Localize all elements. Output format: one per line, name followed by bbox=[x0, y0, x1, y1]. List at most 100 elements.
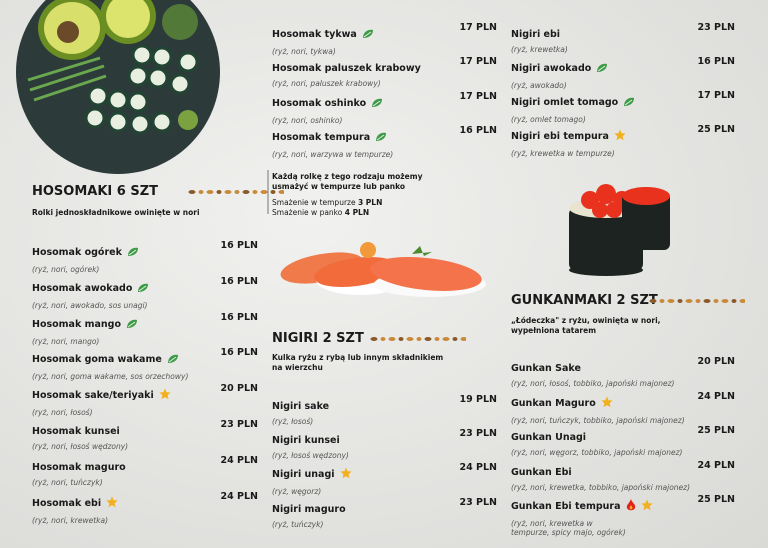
star-icon bbox=[601, 393, 613, 412]
menu-item: Nigiri omlet tomago 17 PLN (ryż, omlet tom… bbox=[511, 90, 735, 124]
section-title: HOSOMAKI 6 SZT bbox=[32, 184, 159, 199]
menu-item: Hosomak awokado 16 PLN (ryż, nori, awokado… bbox=[32, 276, 258, 310]
decoration bbox=[649, 299, 745, 303]
item-name: Gunkan Unagi bbox=[511, 432, 587, 444]
item-description: (ryż, krewetka w tempurze) bbox=[511, 149, 615, 158]
section-subtitle: Rolki jednoskładnikowe owinięte w nori bbox=[32, 208, 200, 217]
section-subtitle: Kulka ryżu z rybą lub innym składnikiem … bbox=[272, 353, 444, 372]
item-name: Nigiri ebi bbox=[511, 29, 561, 40]
item-description: (ryż, nori, tuńczyk) bbox=[32, 477, 103, 487]
item-name: Gunkan Sake bbox=[511, 363, 581, 374]
item-price: 24 PLN bbox=[220, 454, 259, 466]
flame-icon bbox=[626, 496, 636, 515]
item-name: Nigiri maguro bbox=[272, 503, 346, 515]
menu-item: Gunkan Ebi 24 PLN (ryż, nori, krewetka, to… bbox=[511, 460, 735, 492]
item-price: 16 PLN bbox=[220, 240, 259, 251]
item-price: 25 PLN bbox=[697, 425, 736, 437]
leaf-icon bbox=[623, 92, 635, 111]
item-name: Hosomak oshinko bbox=[272, 97, 367, 109]
menu-item: Hosomak tykwa 17 PLN (ryż, nori, tykwa) bbox=[272, 22, 497, 56]
item-price: 23 PLN bbox=[220, 419, 259, 430]
menu-item: Nigiri awokado 16 PLN (ryż, awokado) bbox=[511, 56, 735, 90]
item-name: Hosomak ogórek bbox=[32, 247, 122, 258]
star-icon bbox=[614, 126, 626, 145]
star-icon bbox=[339, 464, 352, 483]
menu-item: Nigiri unagi 24 PLN (ryż, węgorz) bbox=[272, 462, 497, 496]
item-description: (ryż, nori, krewetka) bbox=[32, 515, 109, 525]
item-description: (ryż, nori, paluszek krabowy) bbox=[272, 79, 381, 89]
menu-item: Nigiri sake 19 PLN (ryż, łosoś) bbox=[272, 394, 497, 426]
item-name: Nigiri omlet tomago bbox=[511, 97, 619, 108]
item-description: (ryż, nori, awokado, sos unagi) bbox=[32, 300, 148, 310]
item-name: Nigiri ebi tempura bbox=[511, 131, 609, 142]
item-name: Hosomak ebi bbox=[32, 497, 102, 509]
item-description: (ryż, nori, ogórek) bbox=[32, 265, 100, 274]
decoration bbox=[188, 190, 284, 194]
item-price: 16 PLN bbox=[220, 311, 259, 323]
item-description: (ryż, nori, warzywa w tempurze) bbox=[272, 150, 394, 160]
item-price: 20 PLN bbox=[697, 356, 736, 367]
leaf-icon bbox=[371, 93, 383, 112]
item-name: Hosomak kunsei bbox=[32, 426, 120, 437]
menu-item: Gunkan Sake 20 PLN (ryż, nori, łosoś, tobb… bbox=[511, 356, 735, 388]
leaf-icon bbox=[375, 127, 387, 146]
item-description: (ryż, nori, węgorz, tobbiko, japoński ma… bbox=[511, 448, 683, 458]
item-name: Gunkan Ebi tempura bbox=[511, 501, 621, 513]
item-name: Hosomak tempura bbox=[272, 132, 371, 144]
menu-item: Nigiri ebi tempura 25 PLN (ryż, krewetka w… bbox=[511, 124, 735, 158]
item-description: (ryż, nori, tuńczyk, tobbiko, japoński m… bbox=[511, 415, 685, 425]
item-description: (ryż, nori, krewetka w tempurze, spicy m… bbox=[511, 519, 626, 538]
item-description: (ryż, nori, krewetka, tobbiko, japoński … bbox=[511, 482, 691, 492]
star-icon bbox=[159, 385, 171, 404]
menu-item: Hosomak ebi 24 PLN (ryż, nori, krewetka) bbox=[32, 491, 258, 525]
item-name: Nigiri awokado bbox=[511, 63, 592, 74]
item-name: Hosomak goma wakame bbox=[32, 354, 162, 366]
menu-item: Nigiri ebi 23 PLN (ryż, krewetka) bbox=[511, 22, 735, 54]
item-price: 25 PLN bbox=[697, 124, 736, 135]
menu-item: Hosomak sake/teriyaki 20 PLN (ryż, nori, ł… bbox=[32, 383, 258, 417]
menu-item: Hosomak mango 16 PLN (ryż, nori, mango) bbox=[32, 312, 258, 346]
item-description: (ryż, łosoś) bbox=[272, 417, 314, 426]
menu-item: Hosomak kunsei 23 PLN (ryż, nori, łosoś wę… bbox=[32, 419, 258, 451]
item-description: (ryż, łosoś wędzony) bbox=[272, 451, 349, 461]
item-price: 17 PLN bbox=[459, 22, 498, 33]
item-description: (ryż, nori, goma wakame, sos orzechowy) bbox=[32, 372, 189, 382]
menu-item: Hosomak tempura 16 PLN (ryż, nori, warzywa… bbox=[272, 125, 497, 159]
item-price: 24 PLN bbox=[220, 490, 259, 502]
item-price: 24 PLN bbox=[697, 459, 736, 471]
item-price: 17 PLN bbox=[697, 90, 736, 101]
item-name: Hosomak maguro bbox=[32, 461, 126, 473]
decoration bbox=[370, 337, 466, 341]
item-price: 16 PLN bbox=[697, 56, 736, 67]
menu-item: Hosomak ogórek 16 PLN (ryż, nori, ogórek) bbox=[32, 240, 258, 274]
item-description: (ryż, nori, oshinko) bbox=[272, 115, 343, 125]
leaf-icon bbox=[167, 349, 179, 368]
item-description: (ryż, nori, mango) bbox=[32, 336, 100, 346]
item-description: (ryż, krewetka) bbox=[511, 45, 568, 54]
item-price: 17 PLN bbox=[459, 56, 498, 68]
item-name: Gunkan Ebi bbox=[511, 466, 572, 478]
menu-item: Gunkan Unagi 25 PLN (ryż, nori, węgorz, to… bbox=[511, 425, 735, 457]
note-option: Smażenie w tempurze 3 PLN bbox=[272, 198, 450, 208]
note-text: Każdą rolkę z tego rodzaju możemy usmaży… bbox=[272, 172, 423, 191]
note-option: Smażenie w panko 4 PLN bbox=[272, 208, 450, 218]
note: Każdą rolkę z tego rodzaju możemy usmaży… bbox=[272, 172, 450, 218]
item-description: (ryż, węgorz) bbox=[272, 487, 322, 497]
item-name: Hosomak mango bbox=[32, 318, 121, 330]
star-icon bbox=[106, 493, 118, 512]
item-description: (ryż, awokado) bbox=[511, 81, 567, 90]
leaf-icon bbox=[137, 278, 149, 297]
leaf-icon bbox=[362, 24, 374, 43]
item-name: Nigiri kunsei bbox=[272, 435, 340, 447]
item-description: (ryż, nori, łosoś wędzony) bbox=[32, 442, 129, 451]
item-price: 16 PLN bbox=[220, 275, 259, 287]
item-price: 17 PLN bbox=[459, 90, 498, 102]
option-price: 3 PLN bbox=[357, 198, 383, 207]
section-title: NIGIRI 2 SZT bbox=[272, 331, 364, 346]
item-name: Nigiri sake bbox=[272, 401, 330, 412]
section-title: GUNKANMAKI 2 SZT bbox=[511, 293, 658, 308]
menu-item: Nigiri maguro 23 PLN (ryż, tuńczyk) bbox=[272, 497, 497, 529]
item-name: Hosomak tykwa bbox=[272, 29, 357, 40]
